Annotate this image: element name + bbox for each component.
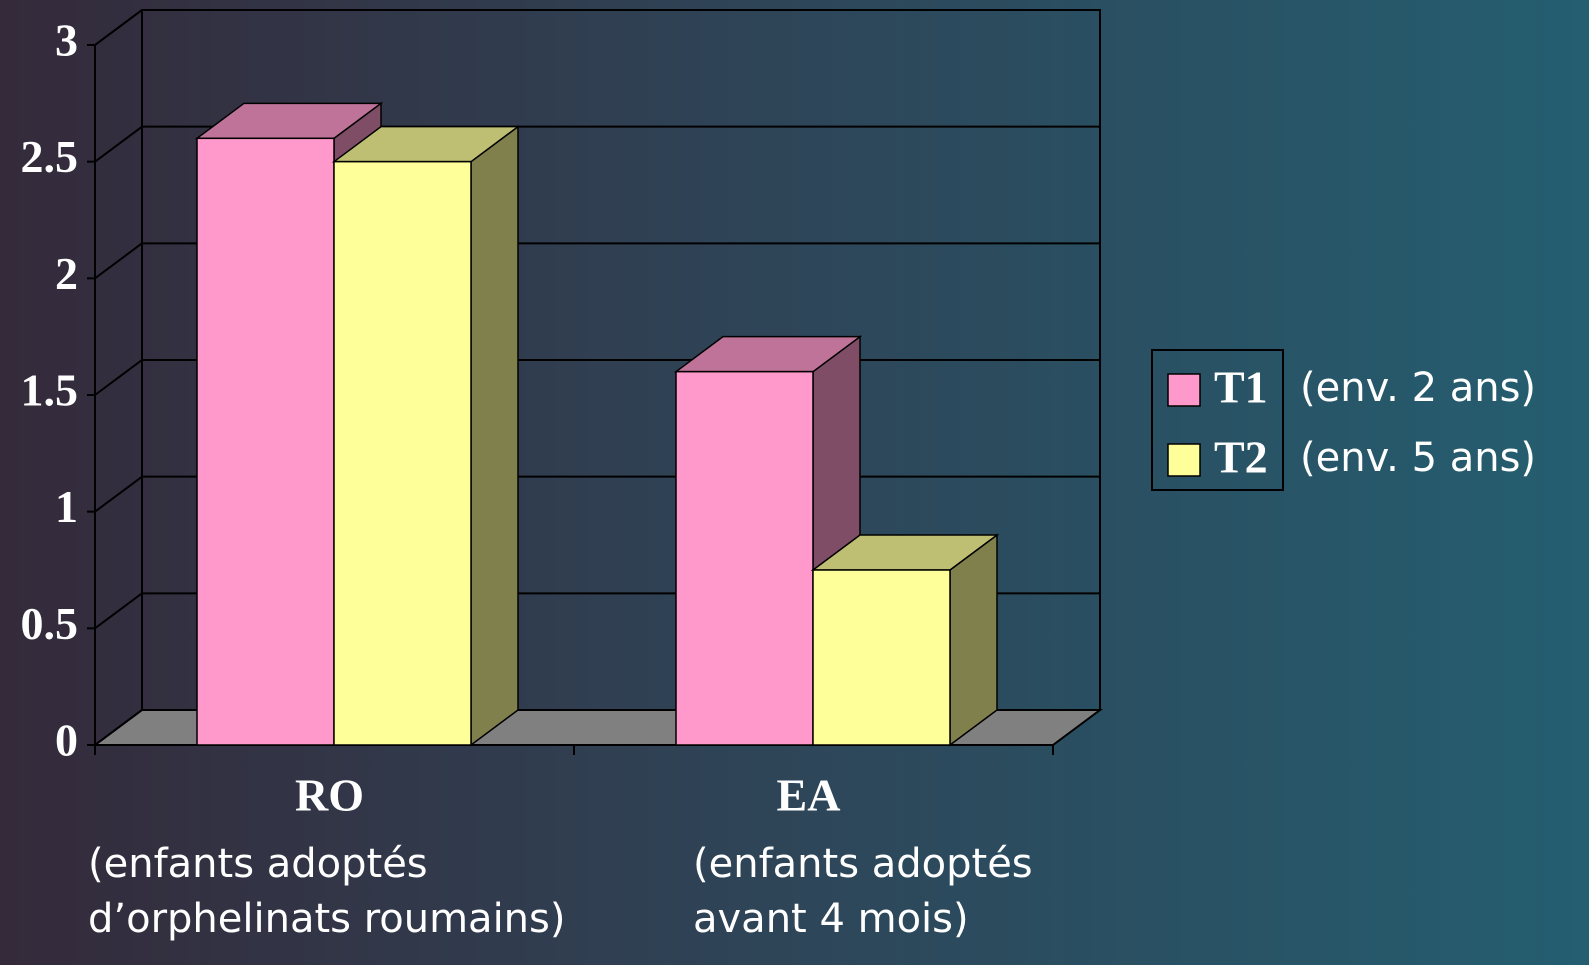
x-tick-label: EA <box>777 770 841 821</box>
y-tick-label: 3 <box>55 15 78 66</box>
bar <box>812 569 951 746</box>
x-tick-label: RO <box>295 770 364 821</box>
grid-line <box>94 592 143 630</box>
y-tick-label: 2 <box>55 248 78 299</box>
legend-note: (env. 5 ans) <box>1300 435 1536 481</box>
bar <box>675 370 814 746</box>
grid-line <box>94 475 143 513</box>
grid-line <box>94 125 143 163</box>
y-tick-label: 1.5 <box>21 365 79 416</box>
y-tick-label: 0.5 <box>21 598 79 649</box>
category-note: d’orphelinats roumains) <box>88 896 565 942</box>
bar <box>333 160 472 746</box>
grid-line <box>94 709 143 746</box>
category-note: (enfants adoptés <box>693 841 1033 887</box>
legend-note: (env. 2 ans) <box>1300 365 1536 411</box>
grid-line <box>94 9 143 46</box>
grid-line <box>94 242 143 280</box>
bar-side <box>949 533 998 747</box>
category-note: avant 4 mois) <box>693 896 969 942</box>
bar <box>196 137 335 746</box>
grid-line <box>94 359 143 396</box>
y-tick-label: 0 <box>55 715 78 766</box>
legend-swatch <box>1167 373 1201 407</box>
bar-side <box>470 125 519 747</box>
category-note: (enfants adoptés <box>88 841 428 887</box>
y-tick-label: 2.5 <box>21 131 79 182</box>
legend-box <box>1151 349 1284 491</box>
y-tick-label: 1 <box>55 481 78 532</box>
legend-label: T2 <box>1214 432 1268 483</box>
legend-label: T1 <box>1214 362 1268 413</box>
legend-swatch <box>1167 443 1201 477</box>
